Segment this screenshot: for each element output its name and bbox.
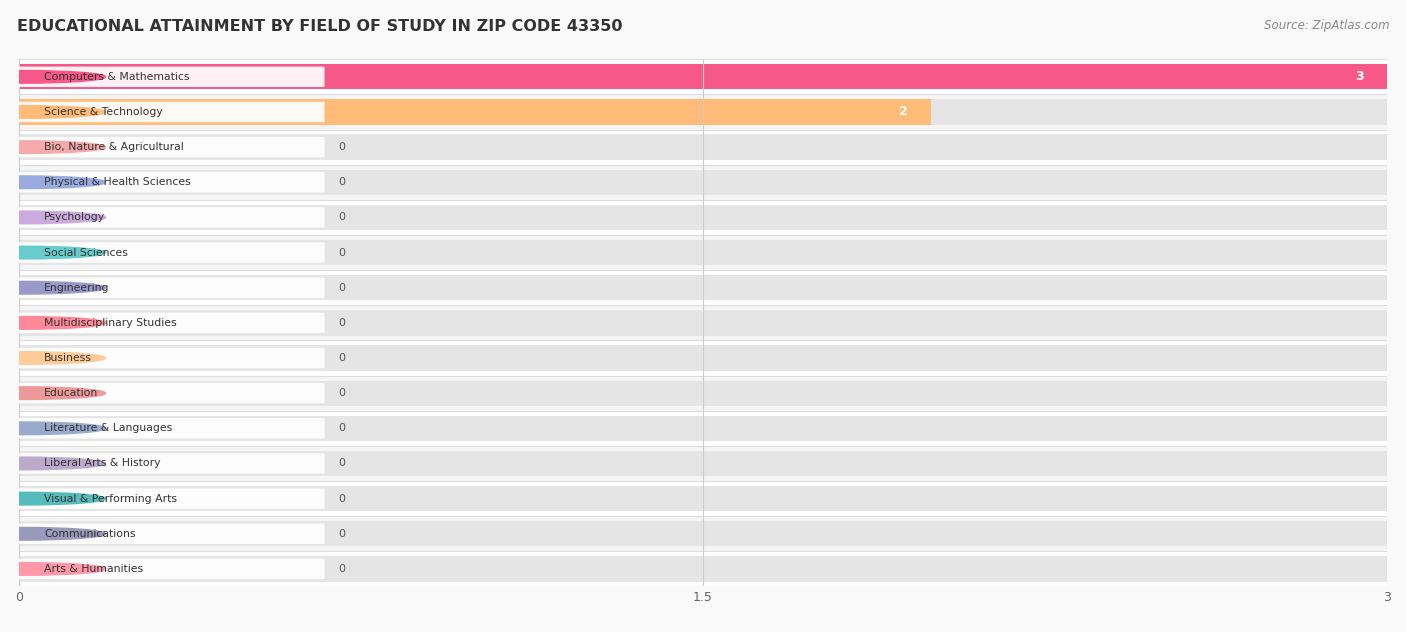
- Text: 0: 0: [339, 283, 346, 293]
- Text: Multidisciplinary Studies: Multidisciplinary Studies: [44, 318, 177, 328]
- Text: Communications: Communications: [44, 529, 135, 538]
- Text: 0: 0: [339, 423, 346, 434]
- Text: 2: 2: [900, 106, 908, 118]
- Text: Physical & Health Sciences: Physical & Health Sciences: [44, 177, 191, 187]
- Bar: [20, 130, 1388, 165]
- Circle shape: [0, 457, 105, 470]
- Circle shape: [0, 106, 105, 118]
- FancyBboxPatch shape: [14, 348, 325, 368]
- Bar: [20, 521, 1388, 547]
- Text: Social Sciences: Social Sciences: [44, 248, 128, 258]
- FancyBboxPatch shape: [14, 559, 325, 579]
- Bar: [20, 270, 1388, 305]
- Text: 0: 0: [339, 529, 346, 538]
- Bar: [20, 94, 1388, 130]
- FancyBboxPatch shape: [14, 102, 325, 122]
- Text: Education: Education: [44, 388, 98, 398]
- Text: 0: 0: [339, 353, 346, 363]
- Bar: [20, 341, 1388, 375]
- Circle shape: [0, 281, 105, 294]
- FancyBboxPatch shape: [14, 242, 325, 263]
- FancyBboxPatch shape: [14, 137, 325, 157]
- Text: 0: 0: [339, 212, 346, 222]
- Bar: [20, 451, 1388, 476]
- Text: Computers & Mathematics: Computers & Mathematics: [44, 72, 190, 82]
- Circle shape: [0, 528, 105, 540]
- Text: 0: 0: [339, 248, 346, 258]
- Bar: [20, 481, 1388, 516]
- Bar: [20, 165, 1388, 200]
- Text: 0: 0: [339, 458, 346, 468]
- Text: 0: 0: [339, 494, 346, 504]
- Circle shape: [0, 317, 105, 329]
- Text: Liberal Arts & History: Liberal Arts & History: [44, 458, 160, 468]
- Bar: [20, 205, 1388, 230]
- Bar: [20, 556, 1388, 581]
- Bar: [20, 345, 1388, 371]
- FancyBboxPatch shape: [14, 489, 325, 509]
- Bar: [20, 551, 1388, 586]
- Text: Visual & Performing Arts: Visual & Performing Arts: [44, 494, 177, 504]
- Bar: [20, 99, 931, 125]
- Circle shape: [0, 492, 105, 505]
- FancyBboxPatch shape: [14, 313, 325, 333]
- Circle shape: [0, 422, 105, 435]
- Text: 0: 0: [339, 388, 346, 398]
- Bar: [20, 516, 1388, 551]
- Circle shape: [0, 141, 105, 154]
- Bar: [20, 200, 1388, 235]
- Circle shape: [0, 71, 105, 83]
- Bar: [20, 375, 1388, 411]
- Text: Science & Technology: Science & Technology: [44, 107, 163, 117]
- FancyBboxPatch shape: [14, 453, 325, 474]
- Text: Psychology: Psychology: [44, 212, 105, 222]
- Bar: [20, 135, 1388, 160]
- Text: 0: 0: [339, 177, 346, 187]
- Bar: [20, 486, 1388, 511]
- FancyBboxPatch shape: [14, 207, 325, 228]
- Bar: [20, 416, 1388, 441]
- Text: Literature & Languages: Literature & Languages: [44, 423, 173, 434]
- Text: 3: 3: [1355, 70, 1364, 83]
- Bar: [20, 240, 1388, 265]
- Text: 0: 0: [339, 564, 346, 574]
- Circle shape: [0, 562, 105, 575]
- Bar: [20, 310, 1388, 336]
- Circle shape: [0, 387, 105, 399]
- Bar: [20, 380, 1388, 406]
- Bar: [20, 411, 1388, 446]
- Bar: [20, 64, 1388, 90]
- Text: Engineering: Engineering: [44, 283, 110, 293]
- Bar: [20, 59, 1388, 94]
- Bar: [20, 169, 1388, 195]
- Text: 0: 0: [339, 318, 346, 328]
- Text: Arts & Humanities: Arts & Humanities: [44, 564, 143, 574]
- FancyBboxPatch shape: [14, 277, 325, 298]
- Bar: [20, 275, 1388, 300]
- Text: 0: 0: [339, 142, 346, 152]
- FancyBboxPatch shape: [14, 418, 325, 439]
- Bar: [20, 64, 1388, 90]
- Bar: [20, 305, 1388, 341]
- Text: Business: Business: [44, 353, 91, 363]
- Bar: [20, 446, 1388, 481]
- Circle shape: [0, 246, 105, 259]
- Bar: [20, 235, 1388, 270]
- FancyBboxPatch shape: [14, 172, 325, 193]
- Circle shape: [0, 176, 105, 188]
- Circle shape: [0, 211, 105, 224]
- FancyBboxPatch shape: [14, 383, 325, 403]
- Bar: [20, 99, 1388, 125]
- Text: EDUCATIONAL ATTAINMENT BY FIELD OF STUDY IN ZIP CODE 43350: EDUCATIONAL ATTAINMENT BY FIELD OF STUDY…: [17, 19, 623, 34]
- FancyBboxPatch shape: [14, 523, 325, 544]
- Circle shape: [0, 351, 105, 364]
- Text: Bio, Nature & Agricultural: Bio, Nature & Agricultural: [44, 142, 184, 152]
- Text: Source: ZipAtlas.com: Source: ZipAtlas.com: [1264, 19, 1389, 32]
- FancyBboxPatch shape: [14, 66, 325, 87]
